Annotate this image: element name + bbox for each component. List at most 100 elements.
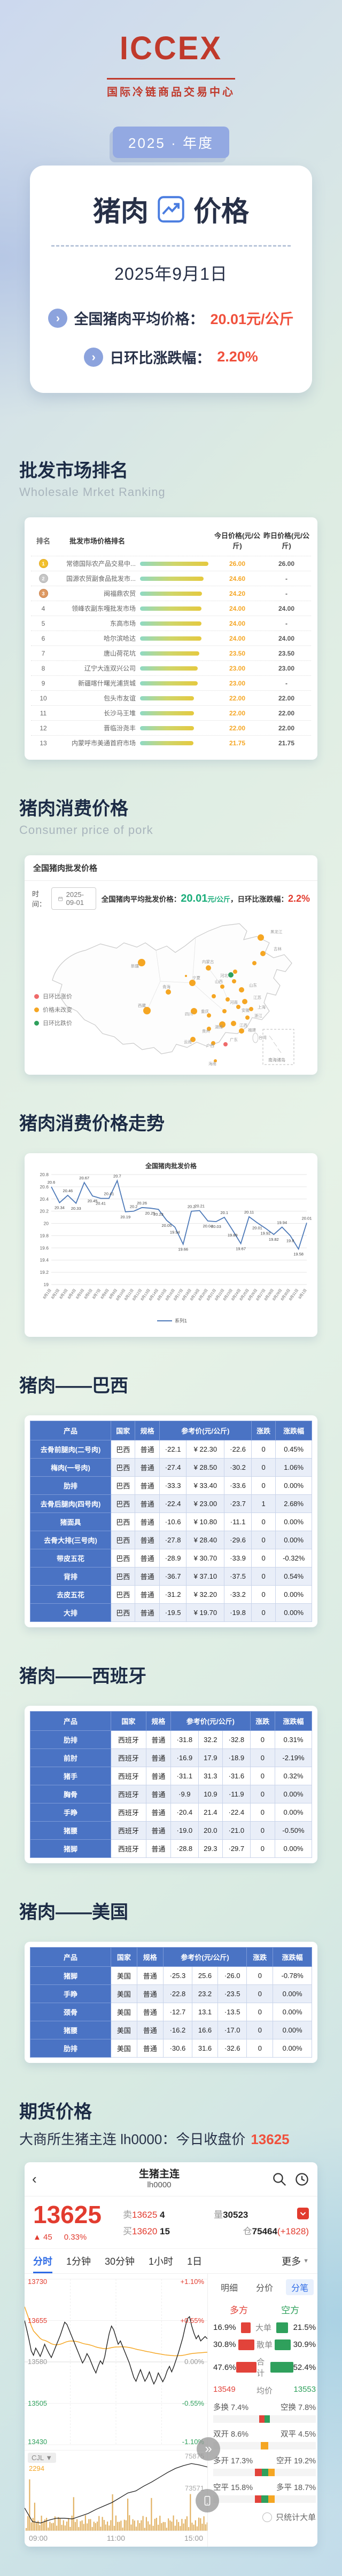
province-price-dot <box>228 972 234 978</box>
search-icon[interactable] <box>271 2171 287 2187</box>
short-pct: 30.9% <box>293 2340 316 2350</box>
market-name: 常德国际农产品交易中... <box>66 560 136 568</box>
product-name: 去骨大排(三号肉) <box>30 1531 111 1549</box>
big-order-filter[interactable]: 只统计大单 <box>213 2511 316 2523</box>
short-avg-price: 13553 <box>293 2385 316 2394</box>
yesterday-price: 22.00 <box>278 694 295 702</box>
yesterday-price: - <box>285 619 287 627</box>
panel-tab-分价[interactable]: 分价 <box>256 2284 274 2294</box>
volume-value: 30523 <box>223 2209 248 2220</box>
province-price-dot <box>219 1021 226 1028</box>
tab-更多[interactable]: 更多 ▼ <box>282 2256 309 2267</box>
province-price-dot <box>223 1042 228 1046</box>
data-label: 20.26 <box>137 1201 147 1206</box>
back-button[interactable]: ‹ <box>32 2171 37 2187</box>
spec: 普通 <box>135 1440 160 1459</box>
province-price-dot <box>212 994 216 998</box>
sell-label: 卖 <box>123 2209 132 2220</box>
ref-high: ·33.6 <box>224 1476 252 1495</box>
product-name: 手睁 <box>30 1803 111 1822</box>
legend-up-dot <box>34 994 39 999</box>
data-label: 20.2 <box>188 1204 196 1209</box>
spec: 普通 <box>145 1748 172 1767</box>
market-name: 东高市场 <box>110 620 136 627</box>
province-price-dot <box>226 997 230 1002</box>
panel-tab-明细[interactable]: 明细 <box>221 2284 238 2294</box>
ref-low: ·12.7 <box>162 2003 193 2021</box>
country: 西班牙 <box>111 1730 146 1749</box>
chart-title: 全国猪肉批发价格 <box>145 1162 197 1170</box>
data-label: 20.23 <box>153 1212 164 1217</box>
chevron-down-icon: ▼ <box>303 2258 309 2265</box>
rank-cell: 7 <box>41 649 45 657</box>
short-bar <box>270 2362 293 2373</box>
province-label: 河南 <box>230 999 238 1005</box>
market-name: 哈尔滨哈达 <box>103 635 136 642</box>
rank-medal-icon: 2 <box>38 574 48 583</box>
panel-tab-分笔[interactable]: 分笔 <box>286 2279 314 2296</box>
change: 0 <box>251 1531 276 1549</box>
ref-low: ·19.0 <box>170 1821 199 1840</box>
market-name: 闽福鼎农贸 <box>103 590 136 597</box>
long-pct: 47.6% <box>213 2362 236 2372</box>
spec: 普通 <box>135 1585 160 1604</box>
history-clock-icon[interactable] <box>294 2171 310 2187</box>
spain-price-card: 产品 国家 规格 参考价(元/公斤) 涨跌 涨跌幅 肋排 西班牙 普通 ·31.8 32.2·32.… <box>25 1706 317 1863</box>
yesterday-price: 24.00 <box>278 634 295 642</box>
province-label: 山东 <box>249 982 257 988</box>
spec: 普通 <box>145 1785 172 1803</box>
price-row: 胸骨 西班牙 普通 ·9.9 10.9·11.9 0 0.00% <box>30 1785 313 1803</box>
product-name: 梅肉(一号肉) <box>30 1458 111 1477</box>
day-change-stat: › 日环比涨跌幅： 2.20% <box>44 346 298 367</box>
country: 美国 <box>111 1966 137 1985</box>
avg-price-row: 13549 均价 13553 <box>213 2385 316 2396</box>
ref-high: ·11.9 <box>222 1785 251 1803</box>
change-pct: -2.19% <box>274 1748 313 1767</box>
tab-30分钟[interactable]: 30分钟 <box>105 2256 135 2267</box>
data-label: 19.82 <box>269 1237 279 1242</box>
usa-title: 猪肉——美国 <box>19 1902 128 1923</box>
svg-text:19: 19 <box>44 1282 49 1287</box>
country: 西班牙 <box>111 1821 146 1840</box>
price-row: 手睁 美国 普通 ·22.8 23.2·23.5 0 0.00% <box>30 1984 312 2003</box>
year-badge: 2025 · 年度 <box>113 127 229 158</box>
chevron-right-icon: › <box>48 308 68 328</box>
today-price: 23.00 <box>229 664 246 672</box>
spec: 普通 <box>136 2039 164 2058</box>
change-pct: 0.00% <box>274 1803 313 1822</box>
ref-high: ·32.8 <box>222 1730 251 1749</box>
country: 美国 <box>111 2003 137 2021</box>
ref-low: ·33.3 <box>159 1476 187 1495</box>
tab-分时[interactable]: 分时 <box>33 2249 52 2274</box>
province-label: 台湾 <box>259 1035 267 1040</box>
column-header: 涨跌幅 <box>273 1947 312 1967</box>
pair-bar <box>213 2442 316 2450</box>
cjl-indicator-dropdown[interactable]: CJL ▼ <box>28 2453 57 2463</box>
data-label: 20.05 <box>161 1223 172 1228</box>
today-price: 24.00 <box>229 619 246 627</box>
tab-1小时[interactable]: 1小时 <box>149 2256 174 2267</box>
ref-mid: ¥ 30.70 <box>186 1549 225 1567</box>
pair-bar-seg <box>259 2415 265 2423</box>
market-name: 辽宁大连双兴公司 <box>84 665 136 672</box>
ref-mid: ¥ 28.40 <box>186 1531 225 1549</box>
tab-1分钟[interactable]: 1分钟 <box>66 2256 91 2267</box>
product-name: 前肘 <box>30 1748 111 1767</box>
province-label: 云南 <box>184 1039 192 1044</box>
price-row: 肋排 西班牙 普通 ·31.8 32.2·32.8 0 0.31% <box>30 1730 313 1749</box>
today-price: 22.00 <box>229 724 246 732</box>
tab-1日[interactable]: 1日 <box>187 2256 203 2267</box>
change-pct: 0.00% <box>275 1603 312 1622</box>
price-row: 肋排 美国 普通 ·30.6 31.6·32.6 0 0.00% <box>30 2039 312 2058</box>
short-bar <box>276 2322 289 2333</box>
province-label: 安徽 <box>242 1007 250 1013</box>
avg-price-label: 均价 <box>256 2386 273 2396</box>
big-order-filter-label: 只统计大单 <box>276 2513 316 2523</box>
alert-checkbox-icon[interactable] <box>297 2208 309 2220</box>
column-header: 国家 <box>111 1947 137 1967</box>
spec: 普通 <box>135 1531 160 1549</box>
position-change: (+1828) <box>277 2226 309 2236</box>
ref-low: ·36.7 <box>159 1567 187 1586</box>
product-name: 猪脚 <box>30 1839 111 1858</box>
date-picker[interactable]: 2025-09-01 <box>51 887 96 910</box>
